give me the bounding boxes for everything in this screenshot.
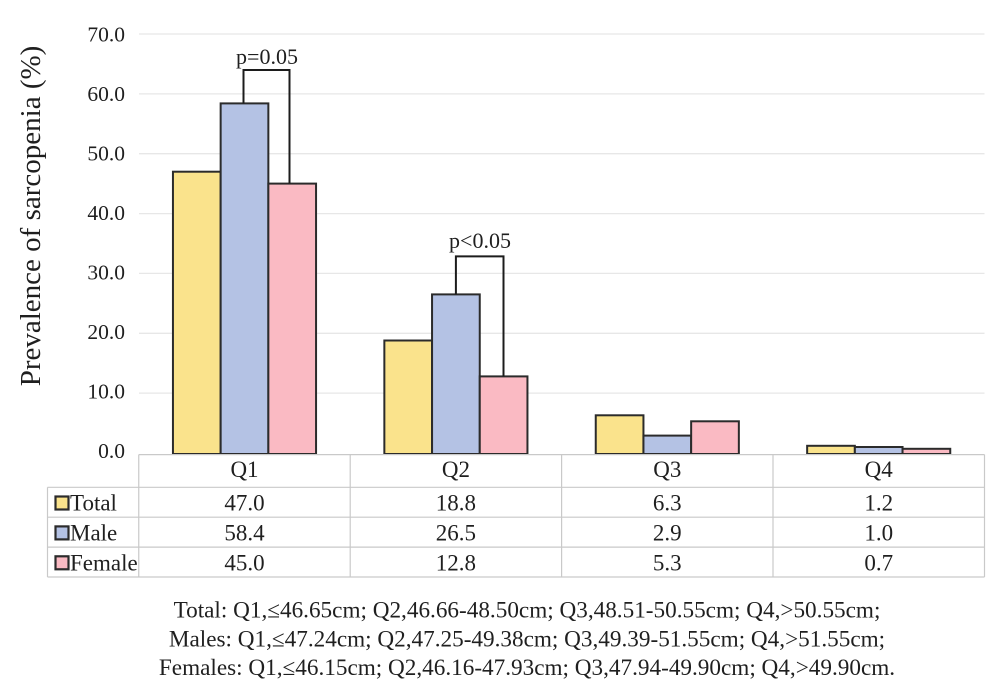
svg-text:50.0: 50.0 <box>87 142 125 166</box>
svg-text:58.4: 58.4 <box>224 520 265 545</box>
svg-text:10.0: 10.0 <box>87 380 125 404</box>
svg-text:60.0: 60.0 <box>87 82 125 106</box>
svg-text:1.2: 1.2 <box>864 491 893 516</box>
svg-text:p=0.05: p=0.05 <box>236 44 298 69</box>
svg-text:0.0: 0.0 <box>98 439 125 463</box>
svg-text:Females: Q1,≤46.15cm; Q2,46.16: Females: Q1,≤46.15cm; Q2,46.16-47.93cm; … <box>159 655 895 681</box>
svg-text:40.0: 40.0 <box>87 201 125 225</box>
svg-text:18.8: 18.8 <box>436 491 476 516</box>
svg-text:47.0: 47.0 <box>224 491 264 516</box>
svg-text:1.0: 1.0 <box>864 520 893 545</box>
svg-text:Q1: Q1 <box>230 457 258 482</box>
svg-text:6.3: 6.3 <box>653 491 682 516</box>
svg-text:20.0: 20.0 <box>87 320 125 344</box>
svg-text:30.0: 30.0 <box>87 261 125 285</box>
svg-text:Prevalence of sarcopenia (%): Prevalence of sarcopenia (%) <box>15 46 47 387</box>
svg-text:Male: Male <box>70 520 117 545</box>
svg-text:45.0: 45.0 <box>224 550 264 575</box>
svg-text:2.9: 2.9 <box>653 520 682 545</box>
svg-text:Q4: Q4 <box>865 457 894 482</box>
svg-text:Total: Q1,≤46.65cm; Q2,46.66-4: Total: Q1,≤46.65cm; Q2,46.66-48.50cm; Q3… <box>174 598 881 624</box>
svg-text:Q3: Q3 <box>653 457 681 482</box>
svg-text:70.0: 70.0 <box>87 23 125 47</box>
svg-text:Males: Q1,≤47.24cm; Q2,47.25-4: Males: Q1,≤47.24cm; Q2,47.25-49.38cm; Q3… <box>169 627 885 653</box>
svg-text:Q2: Q2 <box>442 457 470 482</box>
svg-text:p<0.05: p<0.05 <box>449 228 511 253</box>
svg-text:Female: Female <box>70 550 138 575</box>
svg-text:0.7: 0.7 <box>864 550 893 575</box>
svg-text:12.8: 12.8 <box>436 550 476 575</box>
svg-text:26.5: 26.5 <box>436 520 476 545</box>
svg-text:Total: Total <box>70 491 117 516</box>
svg-text:5.3: 5.3 <box>653 550 682 575</box>
